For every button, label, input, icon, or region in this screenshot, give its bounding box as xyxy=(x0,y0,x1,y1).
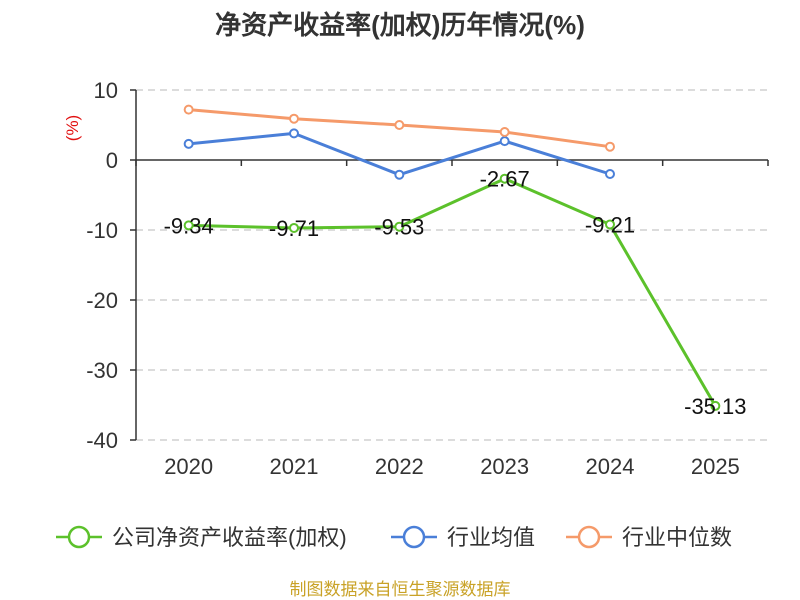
legend-item-industry-mean[interactable]: 行业均值 xyxy=(391,525,535,550)
data-label-2020: -9.34 xyxy=(164,213,214,238)
x-tick-label-2025: 2025 xyxy=(691,454,740,479)
source-note: 制图数据来自恒生聚源数据库 xyxy=(290,580,511,599)
point-industry-mean-2024 xyxy=(605,169,615,179)
point-company-roe-2023 xyxy=(499,173,510,184)
y-tick-label-4: -30 xyxy=(86,358,118,383)
point-company-roe-2020 xyxy=(183,220,194,231)
axes: 10 0 -10 -20 -30 -40 2020 2021 2022 2023 2024 2025 xyxy=(86,78,769,479)
legend[interactable]: 公司净资产收益率(加权) 行业均值 行业中位数 xyxy=(56,525,732,550)
legend-label-company-roe: 公司净资产收益率(加权) xyxy=(112,525,347,550)
point-industry-median-2024 xyxy=(605,141,615,152)
x-tick-label-2021: 2021 xyxy=(270,454,319,479)
point-industry-median-2022 xyxy=(394,120,405,130)
series-line-company-roe xyxy=(188,177,717,407)
data-label-2024: -9.21 xyxy=(585,212,635,237)
series-company-roe xyxy=(183,173,721,411)
x-tick-label-2024: 2024 xyxy=(586,454,635,479)
data-label-2023: -2.67 xyxy=(480,167,530,192)
point-industry-mean-2023 xyxy=(499,136,510,147)
data-labels: -9.34 -9.71 -9.53 -2.67 -9.21 -35.13 xyxy=(164,167,747,419)
x-tick-label-2022: 2022 xyxy=(375,454,424,479)
series-industry-mean xyxy=(183,128,615,180)
y-tick-label-5: -40 xyxy=(86,428,118,453)
x-tick-label-2023: 2023 xyxy=(480,454,529,479)
y-tick-label-1: 0 xyxy=(106,148,118,173)
legend-marker-company-roe xyxy=(67,525,91,549)
y-tick-label-0: 10 xyxy=(94,78,118,103)
series-layer xyxy=(183,104,721,411)
legend-label-industry-median: 行业中位数 xyxy=(622,525,732,550)
point-industry-median-2021 xyxy=(289,113,299,124)
legend-item-company-roe[interactable]: 公司净资产收益率(加权) xyxy=(56,525,347,550)
x-tick-label-2020: 2020 xyxy=(164,454,213,479)
point-industry-median-2020 xyxy=(183,104,194,115)
y-tick-label-3: -20 xyxy=(86,288,118,313)
point-industry-mean-2021 xyxy=(289,128,299,139)
data-label-2022: -9.53 xyxy=(374,215,424,240)
legend-marker-industry-mean xyxy=(402,525,426,549)
legend-marker-industry-median xyxy=(577,525,601,549)
point-industry-median-2023 xyxy=(499,127,510,137)
y-axis-label: (%) xyxy=(63,115,82,141)
point-company-roe-2022 xyxy=(394,221,405,232)
legend-item-industry-median[interactable]: 行业中位数 xyxy=(566,525,732,550)
data-label-2021: -9.71 xyxy=(269,216,319,241)
data-label-2025: -35.13 xyxy=(684,394,746,419)
grid-lines xyxy=(136,89,768,441)
legend-label-industry-mean: 行业均值 xyxy=(447,525,535,550)
point-company-roe-2025 xyxy=(710,400,721,411)
chart-title: 净资产收益率(加权)历年情况(%) xyxy=(215,10,585,40)
point-company-roe-2021 xyxy=(289,222,299,233)
series-line-industry-mean xyxy=(188,131,611,177)
y-tick-label-2: -10 xyxy=(86,218,118,243)
series-industry-median xyxy=(183,104,615,152)
point-industry-mean-2020 xyxy=(183,138,194,149)
point-company-roe-2024 xyxy=(605,219,615,230)
point-industry-mean-2022 xyxy=(394,169,405,180)
